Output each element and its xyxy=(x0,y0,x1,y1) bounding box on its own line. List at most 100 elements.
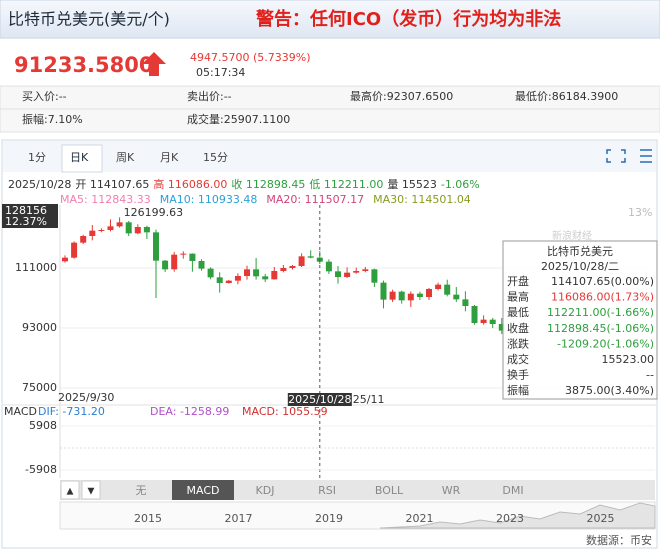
period-tab[interactable]: 周K xyxy=(116,151,135,164)
indicator-bar xyxy=(60,480,655,500)
year-label: 2025 xyxy=(587,512,615,525)
fullscreen-icon[interactable] xyxy=(606,149,626,163)
period-tab[interactable]: 日K xyxy=(70,151,89,164)
candle-body xyxy=(353,271,360,273)
candle-body xyxy=(80,236,87,243)
macd-label: DEA: -1258.99 xyxy=(150,405,229,418)
candle-body xyxy=(416,293,423,297)
page-title: 比特币兑美元(美元/个) xyxy=(8,10,170,29)
navigator-silhouette xyxy=(379,502,656,529)
year-label: 2017 xyxy=(225,512,253,525)
scroll-up-icon: ▲ xyxy=(67,487,74,497)
watermark: 新浪财经 xyxy=(552,229,592,242)
indicator-tab[interactable]: KDJ xyxy=(256,484,275,497)
y-tick-label: 75000 xyxy=(22,381,57,394)
year-label: 2023 xyxy=(496,512,524,525)
candle-body xyxy=(162,260,169,270)
candle-body xyxy=(435,284,442,289)
price: 91233.5800 xyxy=(14,53,153,77)
tooltip-date: 2025/10/28/二 xyxy=(541,260,619,273)
candle-body xyxy=(62,257,68,262)
ma-label: MA5: 112843.33 xyxy=(60,193,151,206)
ohlc-summary: 量 15523 xyxy=(387,178,437,191)
candle-body xyxy=(89,230,96,236)
period-tab[interactable]: 15分 xyxy=(203,151,228,164)
candle-body xyxy=(344,272,351,277)
indicator-tab[interactable]: WR xyxy=(442,484,461,497)
period-tab[interactable]: 月K xyxy=(160,151,179,164)
quote-time: 05:17:34 xyxy=(196,66,245,79)
indicator-tab[interactable]: 无 xyxy=(136,484,147,497)
tooltip-value: 112898.45(-1.06%) xyxy=(547,322,654,335)
macd-label: MACD: 1055.59 xyxy=(242,405,328,418)
candle-body xyxy=(234,276,241,281)
candle-body xyxy=(225,280,232,283)
candle-body xyxy=(380,282,387,300)
candle-body xyxy=(262,276,269,280)
ma-label: MA10: 110933.48 xyxy=(160,193,258,206)
ohlc-summary: 2025/10/28 xyxy=(8,178,71,191)
candle-body xyxy=(489,319,496,324)
candle-body xyxy=(462,299,469,306)
tooltip-value: 114107.65(0.00%) xyxy=(551,275,654,288)
tooltip-key: 开盘 xyxy=(507,274,529,288)
warning: 警告：任何ICO（发币）行为均为非法 xyxy=(256,8,561,30)
max-label: 128156 xyxy=(5,204,47,217)
price-change: 4947.5700 (5.7339%) xyxy=(190,51,311,64)
candle-body xyxy=(244,269,250,276)
candle-body xyxy=(289,266,296,268)
date-label: 2025/9/30 xyxy=(58,391,114,404)
candle-body xyxy=(498,324,505,331)
tooltip-key: 涨跌 xyxy=(507,336,529,350)
tooltip-value: 116086.00(1.73%) xyxy=(551,291,654,304)
tooltip-value: -- xyxy=(646,369,654,382)
date-label: 2025/10/28 xyxy=(288,393,351,406)
period-tab[interactable]: 1分 xyxy=(28,151,46,164)
active-tab xyxy=(61,144,103,173)
candle-body xyxy=(207,268,214,278)
macd-tick-label: -5908 xyxy=(25,463,57,476)
year-label: 2021 xyxy=(406,512,434,525)
candle-body xyxy=(107,226,114,230)
candle-body xyxy=(71,242,78,258)
ohlc-summary: 收 112898.45 xyxy=(231,177,305,191)
candle-body xyxy=(471,306,478,323)
indicator-tab[interactable]: RSI xyxy=(318,484,336,497)
candle-body xyxy=(480,319,487,323)
macd-label: DIF: -731.20 xyxy=(38,405,105,418)
info-item: 最低价:86184.3900 xyxy=(515,90,618,103)
tooltip-key: 换手 xyxy=(507,368,529,382)
peak-label: 126199.63 xyxy=(124,206,184,219)
y-tick-label: 93000 xyxy=(22,321,57,334)
settings-icon[interactable] xyxy=(640,149,652,163)
candle-body xyxy=(398,291,405,301)
data-source: 数据源：币安 xyxy=(586,533,652,547)
candle-body xyxy=(189,253,196,261)
candle-body xyxy=(253,269,260,277)
candle-body xyxy=(134,227,141,234)
ohlc-summary: 低 112211.00 xyxy=(309,178,383,191)
indicator-tab[interactable]: BOLL xyxy=(375,484,404,497)
ohlc-summary: 高 116086.00 xyxy=(153,177,227,191)
max-pct: 12.37% xyxy=(5,215,47,228)
info-item: 买入价:-- xyxy=(22,90,67,103)
candle-body xyxy=(143,227,150,233)
header-bar xyxy=(0,0,660,39)
tooltip-key: 成交 xyxy=(507,352,529,366)
date-marker xyxy=(287,393,352,406)
candle-body xyxy=(216,277,223,283)
up-arrow xyxy=(142,52,166,76)
tooltip-value: 3875.00(3.40%) xyxy=(565,384,654,397)
indicator-tab[interactable]: MACD xyxy=(187,484,220,497)
tooltip-key: 最高 xyxy=(507,290,529,304)
indicator-tab[interactable]: DMI xyxy=(502,484,523,497)
candle-body xyxy=(198,261,205,269)
candle-body xyxy=(125,222,132,234)
ma-label: MA20: 111507.17 xyxy=(266,193,364,206)
info-row xyxy=(0,108,660,133)
candle-body xyxy=(325,261,332,272)
scroll-down[interactable] xyxy=(81,480,101,500)
scroll-up[interactable] xyxy=(60,480,80,500)
tooltip-key: 最低 xyxy=(507,306,529,319)
candle-body xyxy=(307,256,314,258)
